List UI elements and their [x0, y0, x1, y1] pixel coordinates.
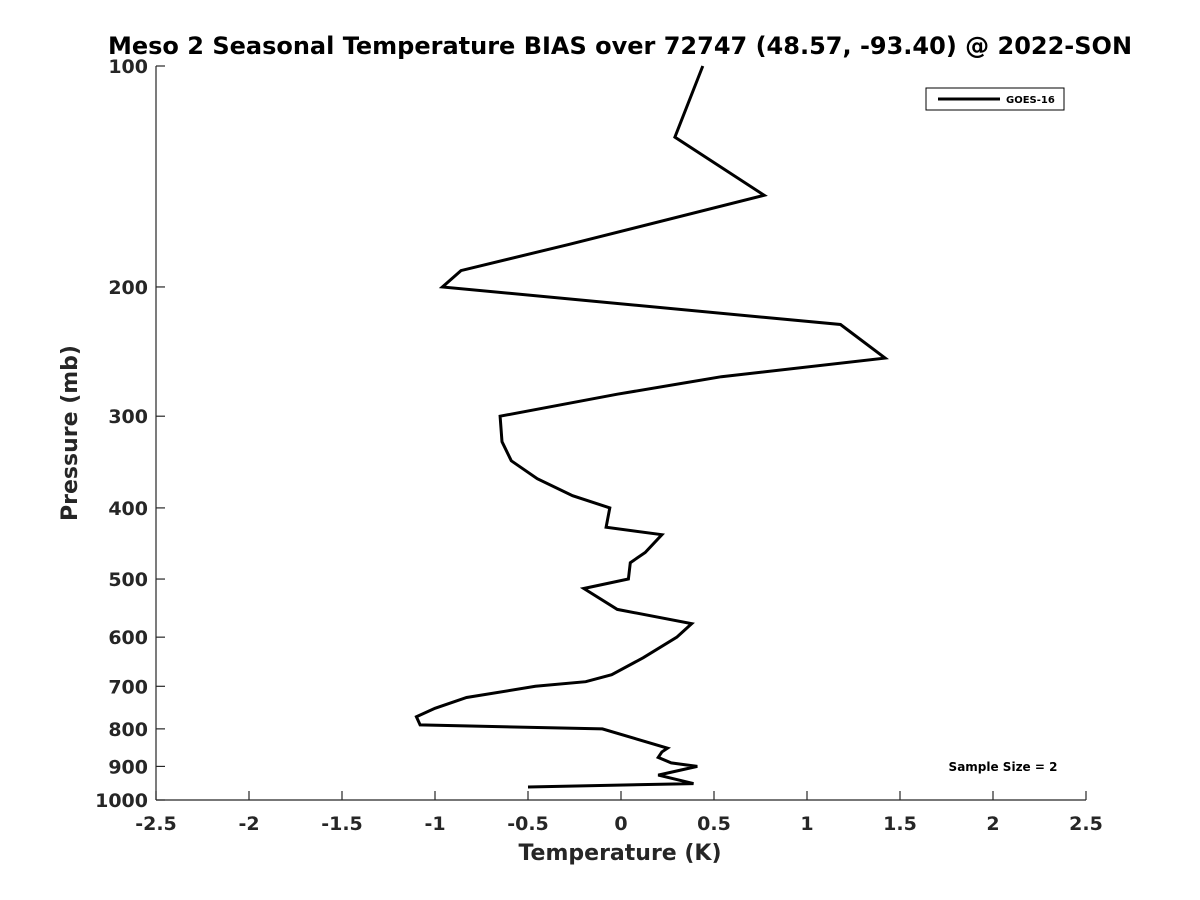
x-tick-label: 0.5 [697, 813, 731, 835]
y-tick-label: 900 [108, 756, 148, 778]
y-tick-label: 500 [108, 569, 148, 591]
legend-label-goes-16: GOES-16 [1006, 95, 1055, 106]
x-tick-label: 1.5 [883, 813, 917, 835]
x-tick-label: 2 [986, 813, 999, 835]
series-line-goes-16 [414, 65, 890, 789]
x-tick-label: 0 [614, 813, 627, 835]
x-tick-label: 2.5 [1069, 813, 1103, 835]
x-tick-label: -1 [424, 813, 445, 835]
y-tick-label: 700 [108, 676, 148, 698]
x-tick-label: -1.5 [321, 813, 363, 835]
y-tick-label: 600 [108, 627, 148, 649]
y-tick-label: 1000 [95, 790, 148, 812]
x-axis-ticks: -2.5 -2 -1.5 -1 -0.5 0 0.5 1 1.5 2 2.5 [135, 791, 1103, 835]
x-tick-label: -2 [238, 813, 259, 835]
x-axis-title: Temperature (K) [518, 841, 721, 866]
y-tick-label: 300 [108, 406, 148, 428]
y-tick-label: 100 [108, 56, 148, 78]
y-tick-label: 800 [108, 719, 148, 741]
sample-size-annotation: Sample Size = 2 [949, 760, 1058, 774]
y-axis-title: Pressure (mb) [58, 345, 83, 521]
x-tick-label: -0.5 [507, 813, 549, 835]
series-group [414, 65, 890, 789]
x-tick-label: 1 [800, 813, 813, 835]
legend: GOES-16 [925, 87, 1065, 111]
axes [155, 66, 1086, 801]
y-tick-label: 200 [108, 277, 148, 299]
y-axis-ticks: 100 200 300 400 500 600 700 800 900 1000 [95, 56, 165, 812]
y-tick-label: 400 [108, 498, 148, 520]
x-tick-label: -2.5 [135, 813, 177, 835]
chart-title: Meso 2 Seasonal Temperature BIAS over 72… [108, 32, 1132, 60]
